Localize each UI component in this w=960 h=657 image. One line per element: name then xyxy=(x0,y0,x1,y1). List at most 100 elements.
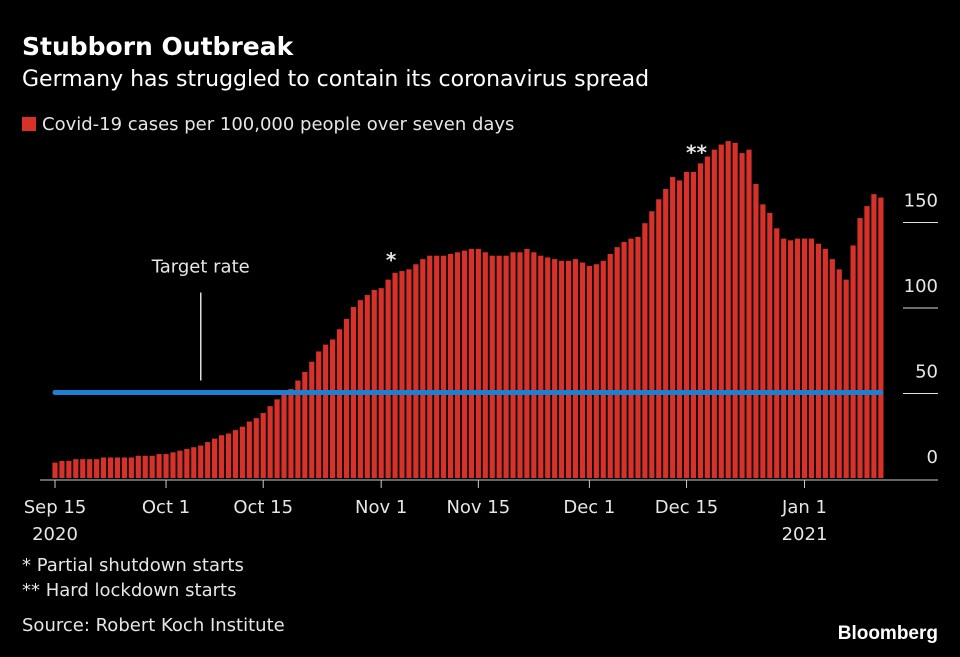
bar xyxy=(218,435,225,478)
bar xyxy=(531,252,537,478)
bar xyxy=(406,269,412,478)
bar xyxy=(253,418,259,478)
bar xyxy=(489,255,495,478)
annotation: ** xyxy=(686,140,707,164)
bar xyxy=(80,459,86,478)
bar xyxy=(170,452,176,478)
bar xyxy=(649,211,655,479)
bar xyxy=(281,394,287,478)
x-tick-label: Sep 15 xyxy=(24,497,87,518)
bar xyxy=(94,459,100,478)
bar xyxy=(760,204,766,478)
bar xyxy=(260,413,266,478)
bar xyxy=(725,141,731,478)
bar xyxy=(454,252,461,478)
bar xyxy=(642,223,648,478)
x-tick-label: Oct 1 xyxy=(142,497,190,518)
x-tick-label: Dec 15 xyxy=(655,497,718,518)
footnote: ** Hard lockdown starts xyxy=(22,580,236,601)
bar xyxy=(593,264,599,478)
bar xyxy=(836,269,842,478)
bar xyxy=(427,255,433,478)
bar xyxy=(621,242,627,478)
bar xyxy=(732,142,738,478)
bar xyxy=(475,248,481,478)
bar xyxy=(246,421,252,478)
bar xyxy=(87,459,93,478)
bar xyxy=(114,457,121,478)
bar xyxy=(156,454,162,478)
brand-logo: Bloomberg xyxy=(838,623,938,644)
bar xyxy=(482,252,488,478)
bar xyxy=(552,259,558,478)
bar xyxy=(496,255,502,478)
bar xyxy=(559,260,565,478)
x-tick-year: 2021 xyxy=(782,524,828,545)
bar xyxy=(843,279,849,478)
bar xyxy=(677,180,683,478)
x-tick-label: Nov 1 xyxy=(355,497,407,518)
bar xyxy=(871,194,877,478)
bar xyxy=(670,177,676,479)
bar xyxy=(857,218,863,478)
bar xyxy=(739,153,745,478)
x-tick-label: Jan 1 xyxy=(781,497,827,518)
bar xyxy=(572,259,579,478)
bar xyxy=(864,206,870,479)
bar xyxy=(364,295,370,478)
bar xyxy=(177,450,183,478)
bar xyxy=(767,212,773,478)
bar xyxy=(205,442,211,478)
y-tick-label: 100 xyxy=(904,276,938,297)
bar xyxy=(746,149,752,478)
bar xyxy=(545,257,551,478)
bar xyxy=(565,260,572,478)
y-tick-label: 50 xyxy=(915,362,938,383)
bar xyxy=(517,252,523,478)
bar xyxy=(135,455,141,478)
bar xyxy=(399,271,405,478)
bar xyxy=(600,260,606,478)
bar xyxy=(586,265,592,478)
source: Source: Robert Koch Institute xyxy=(22,615,285,636)
bar xyxy=(378,288,384,478)
bar xyxy=(107,457,114,478)
bar xyxy=(225,433,232,478)
bar xyxy=(614,247,620,478)
bar xyxy=(690,171,697,478)
bar xyxy=(656,199,662,478)
y-tick-label: 150 xyxy=(904,191,938,212)
bar xyxy=(794,238,801,478)
bar xyxy=(323,344,329,478)
bar xyxy=(579,262,586,478)
annotation: Target rate xyxy=(151,257,250,278)
bar xyxy=(461,250,468,478)
bar xyxy=(683,171,690,478)
bar xyxy=(697,163,704,479)
chart-subtitle: Germany has struggled to contain its cor… xyxy=(22,67,649,92)
bar xyxy=(336,329,343,478)
x-tick-label: Nov 15 xyxy=(446,497,510,518)
bar xyxy=(538,255,544,478)
annotation: * xyxy=(386,248,397,272)
bar xyxy=(441,255,447,478)
bar xyxy=(468,248,474,478)
bar xyxy=(392,272,398,478)
legend-swatch xyxy=(22,117,36,131)
bar xyxy=(510,252,516,478)
x-tick-year: 2020 xyxy=(32,524,78,545)
bar xyxy=(198,445,204,478)
bar xyxy=(302,371,308,478)
bar xyxy=(829,259,835,478)
bar xyxy=(635,236,641,478)
bar xyxy=(434,255,440,478)
bar xyxy=(808,238,815,478)
bar xyxy=(191,447,197,478)
bar xyxy=(73,459,79,478)
bar xyxy=(357,300,363,478)
bar xyxy=(801,238,808,478)
bar xyxy=(288,389,294,478)
bar xyxy=(704,156,710,478)
x-tick-label: Dec 1 xyxy=(563,497,615,518)
